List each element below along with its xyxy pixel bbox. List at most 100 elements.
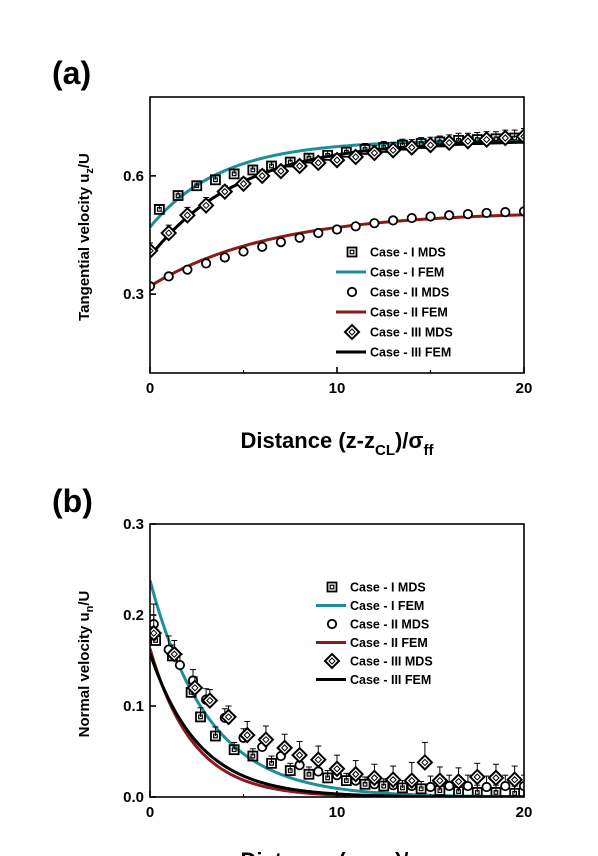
data-point [331,224,343,235]
data-point [275,236,286,248]
data-point [459,132,477,150]
data-point [303,768,315,780]
x-tick-label: 0 [146,380,154,397]
data-point [220,708,237,726]
data-point [309,751,327,769]
data-point [468,768,486,786]
data-point [415,783,427,795]
data-point [416,754,434,771]
data-point [150,242,159,260]
x-tick-label: 20 [516,804,533,821]
legend-label: Case - II MDS [370,286,449,300]
legend-item: Case - II MDS [346,286,449,300]
y-tick-label: 0.6 [123,168,144,185]
series-points [150,614,524,790]
legend-swatch-marker [323,652,341,670]
data-point [478,131,496,148]
data-point [294,232,305,243]
data-point [509,787,521,797]
data-point [165,645,183,663]
data-point [309,154,327,172]
x-tick-label: 0 [146,804,154,821]
legend-item: Case - II FEM [336,306,448,320]
data-point [403,139,421,156]
data-point [284,156,296,168]
data-point [247,164,259,176]
data-point [291,157,309,175]
legend-label: Case - I FEM [350,599,424,613]
data-point [322,772,334,784]
x-axis-label-b: Distance (z-zCL)/σff [241,848,435,856]
series-points [150,128,524,260]
data-point [347,148,365,166]
data-point [431,772,449,790]
data-point [340,146,352,158]
data-point [365,144,383,162]
data-point [272,162,290,180]
x-tick-label: 10 [329,804,346,821]
data-point [191,180,203,192]
data-point [425,211,436,222]
data-point [219,252,230,263]
data-point [195,711,206,723]
y-axis-label-a: Tangential velocity uz/U [76,153,96,321]
panel-label-a: (a) [52,55,91,91]
data-point [238,726,256,744]
data-point [160,224,178,242]
data-point [235,175,252,193]
data-point [496,129,514,147]
data-point [291,746,309,764]
data-point [403,772,421,790]
data-point [238,246,249,257]
y-axis-label-b: Normal velocity un/U [76,591,96,738]
data-point [228,168,240,180]
data-point [247,750,259,762]
y-tick-label: 0.1 [123,698,144,715]
data-point [303,152,315,164]
data-point [276,739,294,757]
data-point [266,160,277,172]
legend-item: Case - I MDS [326,581,426,595]
legend-label: Case - I FEM [370,266,444,280]
data-point [444,210,455,221]
data-point [153,203,165,215]
y-tick-label: 0.3 [123,286,144,303]
data-point [228,744,240,756]
data-point [440,134,458,152]
data-point [365,769,383,787]
legend: Case - I MDS Case - I FEM Case - II MDS Cas… [316,581,433,687]
data-point [506,771,524,789]
data-point [369,218,380,229]
data-point [201,692,219,709]
legend-item: Case - I FEM [316,599,424,613]
data-point [515,128,524,145]
legend: Case - I MDS Case - I FEM Case - II MDS Cas… [336,246,453,360]
data-point [313,227,324,239]
data-point [163,271,174,282]
legend-swatch-marker [346,246,358,258]
data-point [201,258,212,269]
legend-item: Case - III MDS [323,652,433,670]
data-point [500,207,511,218]
panel-a: (a) Tangential velocity uz/U Distance (z… [52,55,532,459]
data-point [397,782,408,794]
data-point [481,207,492,219]
data-point [328,151,346,169]
data-point [462,780,473,792]
panel-b: (b) Normal velocity un/U Distance (z-zCL… [52,483,532,856]
legend-label: Case - III MDS [370,326,453,340]
data-point [422,136,439,154]
panel-label-b: (b) [52,483,93,519]
data-point [481,781,492,793]
data-point [406,212,417,224]
data-point [178,206,196,224]
data-point [210,730,221,742]
legend-swatch-marker [346,286,358,298]
legend-label: Case - III FEM [350,673,431,687]
legend-label: Case - III FEM [370,346,451,360]
data-point [182,264,193,275]
legend-item: Case - III FEM [336,346,451,360]
data-point [487,769,505,787]
data-point [384,141,402,159]
series-points [153,129,521,215]
